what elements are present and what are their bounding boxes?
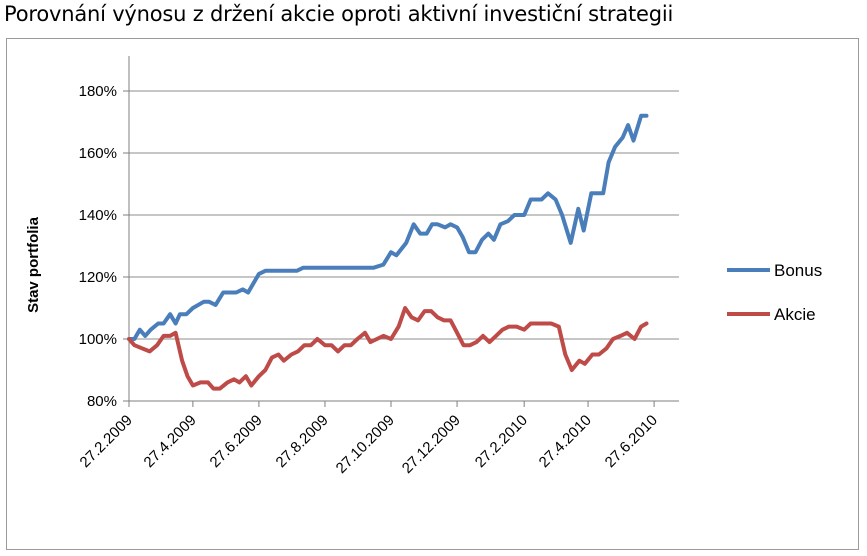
x-tick-label: 27.6.2010 (602, 412, 661, 471)
series-lines (127, 113, 649, 391)
legend: Bonus Akcie (727, 261, 822, 324)
legend-label-akcie: Akcie (774, 305, 816, 324)
y-tick-label: 140% (79, 207, 117, 224)
y-tick-label: 80% (87, 393, 117, 410)
x-tick-label: 27.2.2010 (472, 412, 531, 471)
y-tick-labels: 80% 100% 120% 140% 160% 180% (79, 83, 117, 410)
x-tick-label: 27.8.2009 (273, 412, 332, 471)
x-tick-label: 27.12.2009 (399, 412, 464, 477)
x-tick-label: 27.6.2009 (207, 412, 266, 471)
series-line-bonus (127, 113, 649, 341)
y-tick-label: 160% (79, 145, 117, 162)
x-tick-label: 27.4.2009 (140, 412, 199, 471)
chart-title: Porovnání výnosu z držení akcie oproti a… (4, 2, 674, 26)
x-tick-label: 27.2.2009 (77, 412, 136, 471)
series-line-akcie (127, 306, 649, 391)
y-tick-label: 100% (79, 331, 117, 348)
x-tick-label: 27.10.2009 (333, 412, 398, 477)
x-tick-labels: 27.2.2009 27.4.2009 27.6.2009 27.8.2009 27.1… (77, 412, 661, 477)
chart-frame (6, 38, 859, 550)
x-tick-label: 27.4.2010 (536, 412, 595, 471)
axes (128, 56, 679, 407)
y-axis-label: Stav portfolia (25, 216, 42, 313)
y-tick-label: 180% (79, 83, 117, 100)
y-tick-label: 120% (79, 269, 117, 286)
legend-label-bonus: Bonus (774, 261, 822, 280)
